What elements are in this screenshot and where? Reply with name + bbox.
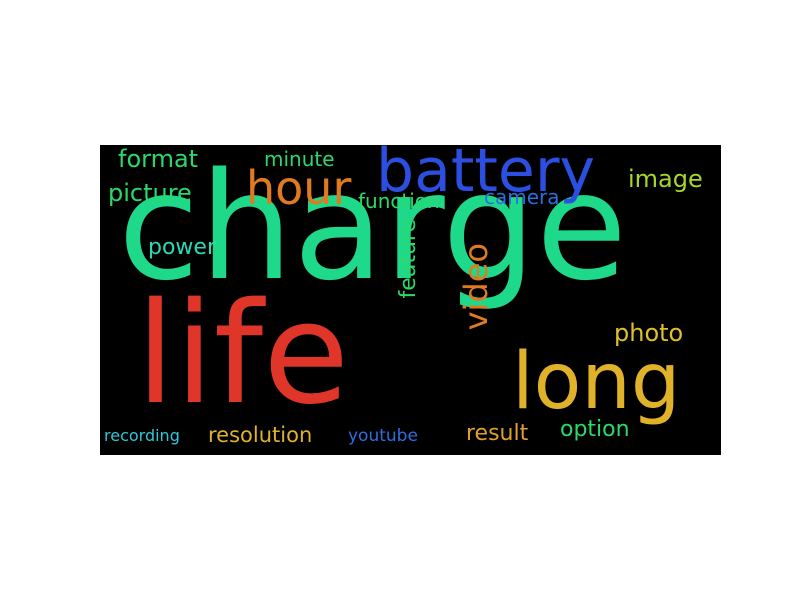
word-minute: minute	[264, 147, 335, 171]
word-feature: feature	[396, 219, 421, 299]
word-camera: camera	[484, 185, 560, 209]
word-battery: battery	[376, 145, 595, 206]
word-youtube: youtube	[348, 426, 418, 446]
word-option: option	[560, 417, 630, 442]
word-long: long	[512, 337, 681, 427]
word-hour: hour	[246, 161, 352, 215]
word-photo: photo	[614, 319, 684, 347]
word-image: image	[628, 165, 703, 193]
word-video: video	[457, 243, 495, 331]
word-resolution: resolution	[208, 423, 313, 447]
word-cloud: charge life long battery hour video form…	[100, 145, 721, 455]
word-power: power	[148, 235, 216, 260]
word-format: format	[118, 145, 199, 173]
word-recording: recording	[104, 426, 180, 445]
word-picture: picture	[108, 179, 192, 207]
word-function: function	[358, 189, 440, 213]
word-charge: charge	[118, 145, 628, 313]
word-result: result	[466, 421, 529, 446]
word-life: life	[136, 273, 350, 436]
